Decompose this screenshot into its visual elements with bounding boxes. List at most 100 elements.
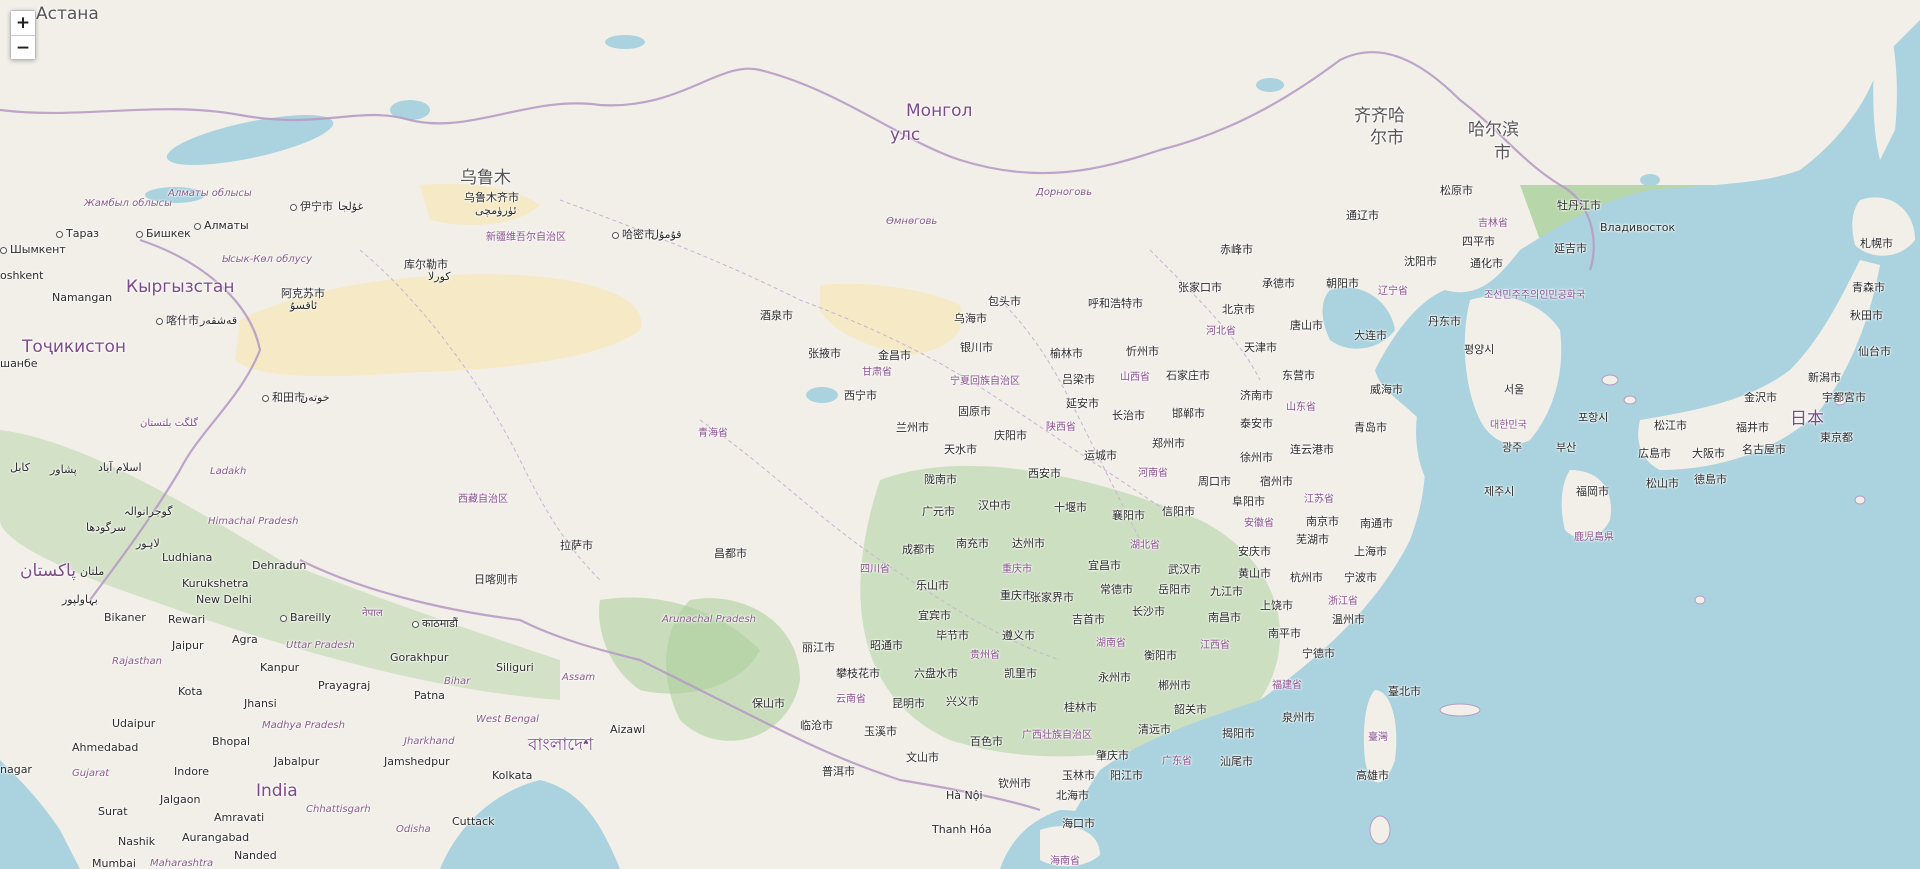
city-label-guyuan: 固原市 [958,405,991,418]
region-label-bihar: Bihar [444,676,471,687]
city-label-yangjiang: 阳江市 [1110,769,1143,782]
province-label-hunan: 湖南省 [1096,638,1126,649]
international-border [0,51,1595,271]
city-label-mudanjiang: 牡丹江市 [1557,199,1601,212]
city-label-matsuyama: 松山市 [1646,477,1679,490]
zoom-out-button[interactable]: − [11,35,35,59]
city-label-hiroshima: 広島市 [1638,447,1671,460]
city-label-niigata: 新潟市 [1808,371,1841,384]
city-label-qingdao: 青岛市 [1354,421,1387,434]
city-label-namangan: Namangan [52,291,113,304]
city-label-udaipur: Udaipur [112,717,156,730]
city-label-amravati: Amravati [214,811,265,824]
lake-khanka [1640,174,1660,186]
city-label-wenzhou: 温州市 [1332,613,1365,626]
city-label-handan: 邯郸市 [1172,407,1205,420]
region-label-gilgit: گلگت بلتستان [140,418,199,429]
province-label-kagoshima: 鹿児島県 [1574,532,1614,543]
international-border [89,238,262,601]
region-label-jharkhand: Jharkhand [404,736,455,747]
city-label-siping: 四平市 [1462,235,1495,248]
city-label-patna: Patna [414,689,445,702]
city-label-shiyan: 十堰市 [1054,501,1087,514]
city-label-jinan: 济南市 [1240,389,1273,402]
forest-india-north [0,430,560,700]
province-label-fujian: 福建省 [1272,680,1302,691]
city-label-tianjin: 天津市 [1244,341,1277,354]
city-label-nagar: nagar [0,763,32,776]
city-label-hanoi: Hà Nội [946,789,983,802]
city-label-suzhou-anhui: 宿州市 [1260,475,1293,488]
city-label-yanji: 延吉市 [1554,242,1587,255]
city-label-prayagraj: Prayagraj [318,679,371,692]
city-label-kurukshetra: Kurukshetra [182,577,249,590]
island [1601,374,1619,386]
city-label-qinzhou: 钦州市 [998,777,1031,790]
city-label-nanjing: 南京市 [1306,515,1339,528]
city-label-tokyo: 東京都 [1820,431,1853,444]
city-label-huangshan: 黄山市 [1238,567,1271,580]
city-label-ningde: 宁德市 [1302,647,1335,660]
city-label-dongying: 东营市 [1282,369,1315,382]
lake-qinghai [806,387,838,403]
city-label-aizawl: Aizawl [610,723,646,736]
island [1854,495,1866,505]
city-label-hangzhou: 杭州市 [1290,571,1323,584]
city-label-nantong: 南通市 [1360,517,1393,530]
city-label-mumbai: Mumbai [92,857,136,869]
city-label-surat: Surat [98,805,128,818]
region-label-gujarat: Gujarat [72,768,110,779]
city-label-astana: Астана [36,4,99,24]
city-label-indore: Indore [174,765,209,778]
city-label-islamabad: اسلام آباد [98,461,142,474]
city-label-kabul: کابل [10,461,30,474]
city-label-jieyang: 揭阳市 [1222,727,1255,740]
city-label-taian: 泰安市 [1240,417,1273,430]
city-label-xiangyang: 襄阳市 [1112,509,1145,522]
city-label-panzhihua: 攀枝花市 [836,667,880,680]
city-label-matsue: 松江市 [1654,419,1687,432]
zoom-in-button[interactable]: + [11,11,35,35]
japan-hokkaido [1852,197,1915,256]
city-label-almaty: Алматы [194,220,249,232]
city-label-beijing: 北京市 [1222,303,1255,316]
region-label-madhya-pradesh: Madhya Pradesh [262,720,345,731]
region-label-arunachal: Arunachal Pradesh [662,614,756,625]
city-label-dehradun: Dehradun [252,559,307,572]
country-label-kyrgyzstan: Кыргызстан [126,277,235,297]
region-label-west-bengal: West Bengal [476,714,539,725]
japan-honshu [1638,260,1880,470]
city-label-harbin-2: 市 [1494,143,1511,163]
city-label-rewari: Rewari [168,613,206,626]
city-label-yinchuan: 银川市 [960,341,993,354]
city-label-chengdu: 成都市 [902,543,935,556]
city-label-chenzhou: 郴州市 [1158,679,1191,692]
gobi-desert [820,283,963,355]
city-label-dalian: 大连市 [1354,329,1387,342]
city-label-tashkent: oshkent [0,269,44,282]
city-label-korla-ug: كورلا [428,270,451,283]
city-label-leshan: 乐山市 [916,579,949,592]
city-label-baise: 百色市 [970,735,1003,748]
city-label-gorakhpur: Gorakhpur [390,651,449,664]
city-label-pohang: 포항시 [1578,411,1609,424]
city-label-thanhhoa: Thanh Hóa [932,823,992,836]
city-label-gujranwala: گوجرانوالہ [124,505,173,518]
city-label-tangshan: 唐山市 [1290,319,1323,332]
lake-issyk-kul [145,187,205,203]
lake-balkhash [166,115,334,165]
city-label-shijiazhuang: 石家庄市 [1166,369,1210,382]
region-label-himachal: Himachal Pradesh [208,516,299,527]
sea-of-japan [1588,247,1800,370]
city-label-tokushima: 徳島市 [1694,473,1727,486]
city-label-zhoukou: 周口市 [1198,475,1231,488]
city-label-kota: Kota [178,685,203,698]
junggar-desert [420,183,540,225]
city-label-osaka: 大阪市 [1692,447,1725,460]
province-label-jiangsu: 江苏省 [1304,494,1334,505]
city-label-sargodha: سرگودھا [86,521,127,534]
city-label-lhasa: 拉萨市 [560,539,593,552]
city-label-jinchang: 金昌市 [878,349,911,362]
city-label-taraz: Тараз [56,228,99,240]
